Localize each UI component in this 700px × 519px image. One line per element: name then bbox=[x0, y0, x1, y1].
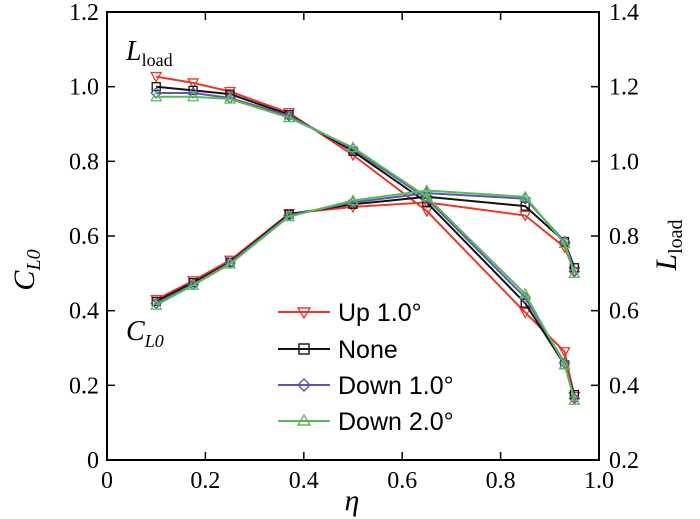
svg-text:CL0: CL0 bbox=[8, 249, 45, 290]
series-0-lload-point-7 bbox=[558, 347, 571, 359]
legend-label-up: Up 1.0° bbox=[338, 299, 422, 327]
series-3 bbox=[150, 90, 581, 405]
y-left-axis-label: CL0 bbox=[8, 249, 45, 290]
series-3-cl0-point-0 bbox=[150, 298, 163, 310]
series-layer bbox=[150, 71, 581, 405]
legend-entry-up: Up 1.0° bbox=[278, 299, 422, 327]
legend-label-down2: Down 2.0° bbox=[338, 408, 454, 436]
series-3-cl0-point-3 bbox=[282, 210, 296, 222]
annotation-cl0: CL0 bbox=[126, 316, 164, 351]
y-left-tick-label-3: 0.6 bbox=[69, 224, 99, 250]
y-right-tick-label-4: 1.0 bbox=[609, 149, 639, 175]
series-3-lload-line bbox=[156, 95, 576, 401]
series-0-lload-point-2 bbox=[223, 86, 237, 98]
annotation-lload: Lload bbox=[125, 36, 173, 70]
series-3-lload-point-6 bbox=[519, 287, 532, 299]
legend-label-none: None bbox=[338, 336, 398, 364]
series-3-cl0-point-1 bbox=[186, 278, 200, 290]
series-3-cl0-point-4 bbox=[346, 194, 360, 206]
series-2-lload-point-8 bbox=[568, 392, 581, 405]
series-0-cl0-point-6 bbox=[519, 210, 532, 222]
y-right-label-main: L bbox=[650, 254, 683, 272]
legend-entry-none: None bbox=[278, 336, 398, 364]
series-3-lload-point-2 bbox=[223, 92, 237, 104]
x-tick-label-3: 0.6 bbox=[387, 468, 417, 494]
y-right-tick-label-2: 0.6 bbox=[609, 299, 639, 325]
y-left-label-main: C bbox=[8, 270, 41, 291]
y-right-tick-label-0: 0.2 bbox=[609, 448, 639, 474]
series-2-lload-point-1 bbox=[187, 87, 200, 99]
x-axis-label: η bbox=[345, 484, 360, 517]
series-2-cl0-line bbox=[155, 192, 576, 305]
y-left-tick-label-6: 1.2 bbox=[69, 0, 99, 26]
series-3-cl0-point-5 bbox=[420, 184, 433, 196]
series-3-lload-point-7 bbox=[558, 358, 571, 370]
series-3-lload-point-0 bbox=[150, 90, 163, 102]
series-2-lload-point-0 bbox=[150, 87, 163, 99]
series-0-lload-point-0 bbox=[150, 71, 163, 83]
x-tick-label-0: 0 bbox=[101, 468, 113, 494]
series-3-lload-point-1 bbox=[186, 90, 200, 102]
legend-entry-down2: Down 2.0° bbox=[278, 408, 454, 436]
series-3-lload-point-8 bbox=[568, 393, 581, 405]
series-3-cl0-point-2 bbox=[223, 257, 237, 269]
y-left-tick-label-4: 0.8 bbox=[69, 149, 99, 175]
series-3-lload-point-3 bbox=[282, 111, 296, 123]
series-0-lload-point-6 bbox=[519, 307, 532, 319]
series-2-cl0-point-8 bbox=[568, 265, 581, 278]
series-2-lload-point-3 bbox=[283, 109, 295, 122]
series-3-cl0-line bbox=[155, 189, 576, 306]
y-right-tick-label-3: 0.8 bbox=[609, 224, 639, 250]
series-3-lload-point-4 bbox=[346, 141, 360, 153]
series-1-cl0-point-6 bbox=[520, 201, 530, 211]
series-3-cl0-point-7 bbox=[558, 237, 571, 249]
x-tick-label-1: 0.2 bbox=[190, 468, 220, 494]
series-1-lload-point-1 bbox=[188, 85, 198, 96]
legend-label-down1: Down 1.0° bbox=[338, 372, 454, 400]
series-1-cl0-line bbox=[155, 195, 576, 303]
y-left-tick-label-2: 0.4 bbox=[69, 299, 99, 325]
legend: Up 1.0° None Down 1.0° Down 2.0° bbox=[278, 299, 454, 436]
y-left-tick-label-1: 0.2 bbox=[69, 373, 99, 399]
series-0-lload-point-1 bbox=[186, 78, 200, 90]
x-tick-label-2: 0.4 bbox=[289, 468, 319, 494]
series-3-cl0-point-8 bbox=[568, 266, 581, 278]
series-3-lload-point-5 bbox=[420, 190, 433, 202]
y-left-tick-label-5: 1.0 bbox=[69, 75, 99, 101]
series-3-cl0-point-6 bbox=[519, 190, 532, 202]
x-tick-label-4: 0.8 bbox=[486, 468, 516, 494]
x-tick-label-5: 1.0 bbox=[584, 468, 614, 494]
y-right-tick-label-5: 1.2 bbox=[609, 75, 639, 101]
series-2-cl0-point-0 bbox=[150, 297, 163, 310]
y-left-label-sub: L0 bbox=[23, 249, 45, 271]
y-right-label-sub: load bbox=[665, 219, 687, 253]
y-right-axis-label: Lload bbox=[650, 219, 687, 271]
svg-text:Lload: Lload bbox=[650, 219, 687, 271]
y-right-tick-label-1: 0.4 bbox=[609, 373, 639, 399]
y-left-tick-label-0: 0 bbox=[87, 448, 99, 474]
y-right-tick-label-6: 1.4 bbox=[609, 0, 639, 26]
legend-entry-down1: Down 1.0° bbox=[278, 372, 454, 400]
ticks-layer: 0 0.2 0.4 0.6 0.8 1.0 0 0.2 0.4 0.6 0.8 1.0 1.2 0.2 0.… bbox=[69, 0, 639, 494]
